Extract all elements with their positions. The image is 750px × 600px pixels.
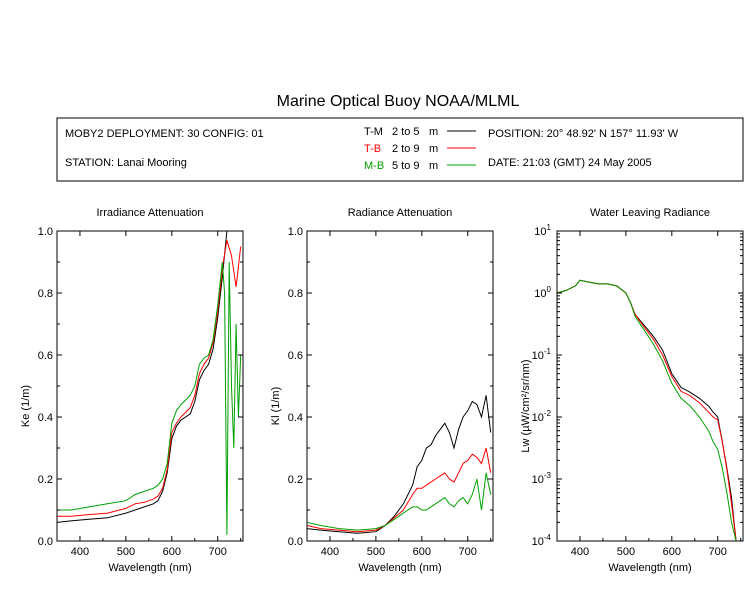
legend-unit-t-b: m <box>429 143 438 155</box>
y-tick-label: 10-1 <box>532 347 552 362</box>
legend-range-m-b: 5 to 9 <box>392 160 420 172</box>
series-line-m-b <box>557 279 737 541</box>
plot-1: Irradiance Attenuation 400 500 600 700 Wavele… <box>20 207 244 574</box>
figure-title: Marine Optical Buoy NOAA/MLML <box>277 93 520 110</box>
station-label: STATION: Lanai Mooring <box>65 157 187 169</box>
y-tick-label: 0.8 <box>288 288 303 300</box>
y-tick-label: 10-3 <box>532 471 552 486</box>
plots: Irradiance Attenuation 400 500 600 700 Wavele… <box>20 207 744 574</box>
y-axis-label: Lw (µW/cm²/sr/nm) <box>520 359 532 452</box>
y-tick-label: 0.4 <box>38 412 53 424</box>
y-tick-label: 0.6 <box>288 350 303 362</box>
y-tick-label: 0.2 <box>288 474 303 486</box>
x-tick-label: 400 <box>571 546 589 558</box>
x-tick-label: 700 <box>459 546 477 558</box>
plot-1-series <box>57 231 242 535</box>
series-line-t-b <box>57 240 242 517</box>
y-tick-label: 101 <box>534 223 551 238</box>
y-axis-label: Kl (1/m) <box>270 387 282 426</box>
plot-title: Radiance Attenuation <box>348 207 453 219</box>
y-tick-label: 0.6 <box>38 350 53 362</box>
x-tick-label: 400 <box>321 546 339 558</box>
deployment-label: MOBY2 DEPLOYMENT: 30 CONFIG: 01 <box>65 128 264 140</box>
legend-key-t-b: T-B <box>364 143 381 155</box>
y-tick-label: 0.4 <box>288 412 303 424</box>
plot-title: Water Leaving Radiance <box>590 207 710 219</box>
y-tick-label: 0.2 <box>38 474 53 486</box>
series-line-m-b <box>307 472 492 531</box>
y-tick-label: 0.8 <box>38 288 53 300</box>
plot-3: Water Leaving Radiance 400 500 600 700 Wavele… <box>520 207 744 574</box>
y-tick-label: 100 <box>534 285 551 300</box>
y-tick-label: 10-2 <box>532 409 552 424</box>
x-tick-label: 500 <box>117 546 135 558</box>
x-tick-label: 700 <box>209 546 227 558</box>
y-tick-label: 1.0 <box>288 226 303 238</box>
legend: T-M 2 to 5 m T-B 2 to 9 m M-B 5 to 9 m <box>364 126 476 172</box>
info-box: MOBY2 DEPLOYMENT: 30 CONFIG: 01 STATION:… <box>56 117 744 182</box>
legend-unit-m-b: m <box>429 160 438 172</box>
plot-frame <box>306 230 494 542</box>
x-tick-label: 600 <box>663 546 681 558</box>
y-tick-label: 1.0 <box>38 226 53 238</box>
series-line-t-b <box>307 447 492 533</box>
legend-key-t-m: T-M <box>364 126 383 138</box>
x-axis-label: Wavelength (nm) <box>358 562 441 574</box>
series-line-t-m <box>57 231 241 523</box>
x-tick-label: 400 <box>71 546 89 558</box>
plot-frame <box>556 230 744 542</box>
x-tick-label: 700 <box>709 546 727 558</box>
y-tick-label: 0.0 <box>288 536 303 548</box>
x-tick-label: 600 <box>163 546 181 558</box>
x-tick-label: 500 <box>367 546 385 558</box>
series-line-t-m <box>557 279 737 541</box>
legend-range-t-m: 2 to 5 <box>392 126 420 138</box>
series-line-t-m <box>307 395 492 534</box>
plot-title: Irradiance Attenuation <box>96 207 203 219</box>
y-tick-label: 0.0 <box>38 536 53 548</box>
plot-frame <box>56 230 244 542</box>
x-tick-label: 600 <box>413 546 431 558</box>
legend-range-t-b: 2 to 9 <box>392 143 420 155</box>
date-label: DATE: 21:03 (GMT) 24 May 2005 <box>488 157 652 169</box>
plot-3-series <box>557 279 737 541</box>
info-box-frame <box>56 117 744 182</box>
y-tick-label: 10-4 <box>532 533 552 548</box>
y-axis-label: Ke (1/m) <box>20 385 32 427</box>
x-axis-label: Wavelength (nm) <box>608 562 691 574</box>
plot-2: Radiance Attenuation 400 500 600 700 Waveleng… <box>270 207 494 574</box>
series-line-m-b <box>57 261 242 535</box>
position-label: POSITION: 20° 48.92' N 157° 11.93' W <box>488 128 679 140</box>
legend-key-m-b: M-B <box>364 160 384 172</box>
series-line-t-b <box>557 279 737 541</box>
legend-unit-t-m: m <box>429 126 438 138</box>
x-axis-label: Wavelength (nm) <box>108 562 191 574</box>
x-tick-label: 500 <box>617 546 635 558</box>
plot-2-series <box>307 395 492 534</box>
